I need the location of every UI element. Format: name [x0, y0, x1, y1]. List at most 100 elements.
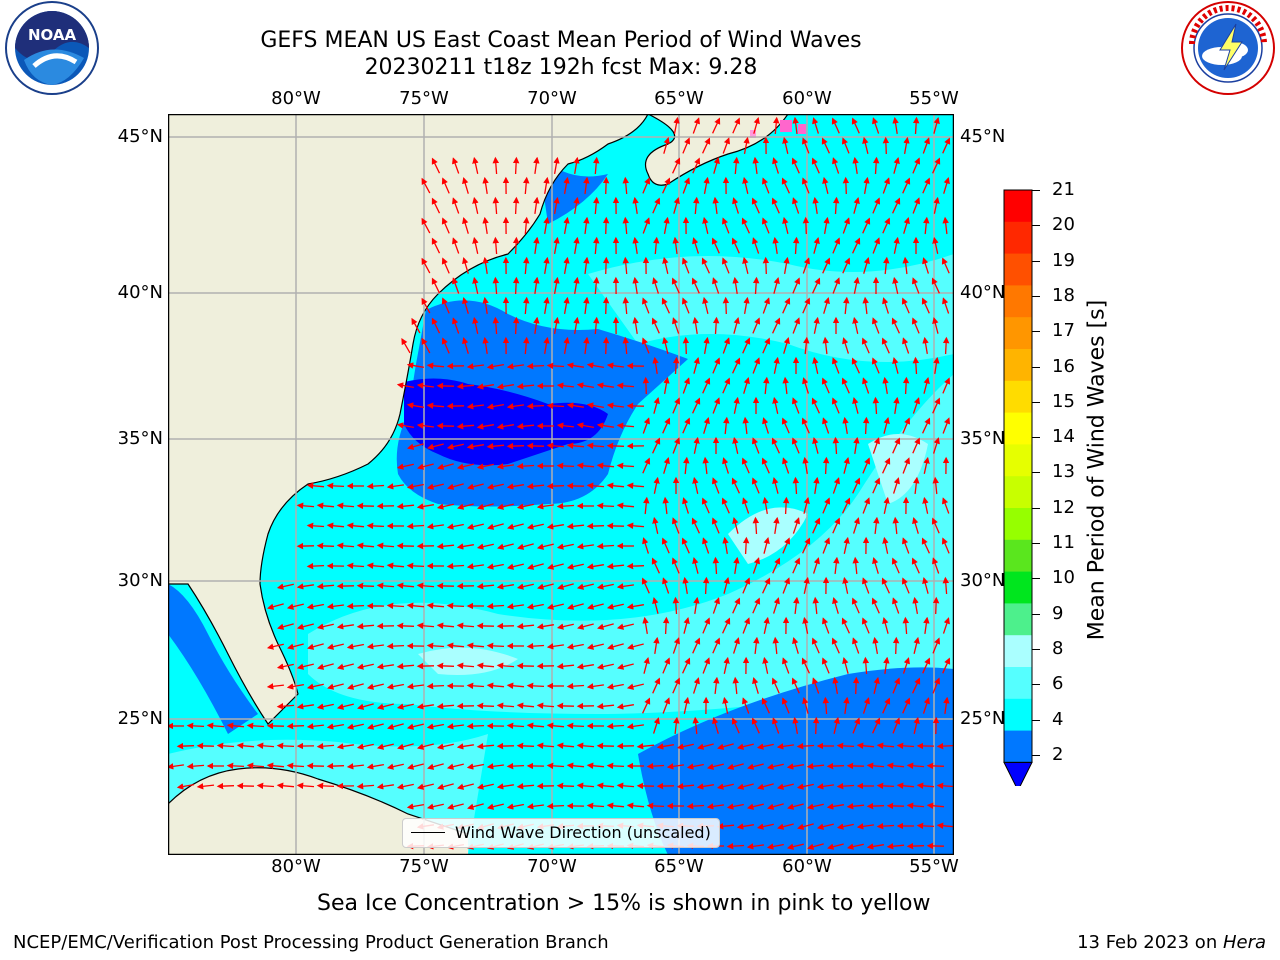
wave-direction-arrow [436, 703, 455, 710]
wave-direction-arrow [586, 802, 605, 810]
wave-direction-arrow [573, 156, 580, 175]
wave-direction-arrow [932, 317, 939, 334]
wave-direction-arrow [496, 463, 514, 470]
wave-direction-arrow [902, 697, 911, 714]
wave-direction-arrow [662, 577, 670, 594]
wave-direction-arrow [556, 422, 574, 429]
wave-direction-arrow [336, 502, 355, 510]
wave-direction-arrow [266, 643, 284, 650]
wave-direction-arrow [437, 783, 454, 790]
wave-direction-arrow [731, 237, 740, 254]
wave-direction-arrow [616, 502, 635, 509]
wave-direction-arrow [901, 577, 910, 594]
wave-direction-arrow [506, 803, 525, 810]
wave-direction-arrow [296, 663, 314, 670]
wave-direction-arrow [586, 762, 605, 769]
wave-direction-arrow [663, 376, 670, 395]
wave-direction-arrow [526, 362, 545, 370]
wave-direction-arrow [733, 556, 740, 574]
wave-direction-arrow [497, 543, 514, 550]
legend-label: Wind Wave Direction (unscaled) [455, 823, 711, 842]
wave-direction-arrow [526, 722, 545, 729]
wave-direction-arrow [396, 703, 414, 710]
wave-direction-arrow [752, 597, 761, 614]
wave-direction-arrow [496, 423, 515, 430]
wave-direction-arrow [306, 723, 324, 730]
wave-direction-arrow [586, 442, 605, 450]
wave-direction-arrow [906, 762, 925, 770]
wave-direction-arrow [496, 503, 514, 510]
wave-direction-arrow [306, 683, 324, 690]
wave-direction-arrow [772, 477, 779, 494]
wave-direction-arrow [852, 316, 859, 334]
wave-direction-arrow [566, 563, 584, 570]
wave-direction-arrow [507, 523, 524, 530]
wave-direction-arrow [482, 256, 489, 274]
wave-direction-arrow [702, 537, 710, 554]
wave-direction-arrow [893, 157, 900, 174]
wave-direction-arrow [852, 477, 861, 494]
wave-direction-arrow [822, 417, 830, 434]
wave-direction-arrow [682, 336, 690, 355]
wave-direction-arrow [802, 456, 809, 475]
wave-direction-arrow [752, 357, 761, 374]
colorbar-tick-mark [1032, 472, 1040, 474]
wave-direction-arrow [641, 297, 650, 314]
wave-direction-arrow [793, 596, 800, 614]
colorbar-tick-label: 4 [1052, 708, 1064, 730]
wave-direction-arrow [941, 497, 950, 514]
wave-direction-arrow [576, 462, 595, 469]
wave-direction-arrow [822, 336, 829, 355]
wave-direction-arrow [842, 257, 851, 274]
wave-direction-arrow [861, 337, 870, 354]
wave-direction-arrow [746, 843, 764, 850]
wave-direction-arrow [827, 843, 844, 850]
axis-tick-label: 30°N [117, 570, 163, 591]
wave-direction-arrow [466, 722, 485, 730]
wave-direction-arrow [306, 603, 325, 610]
wave-direction-arrow [526, 402, 545, 410]
wave-direction-arrow [536, 623, 555, 630]
wave-direction-arrow [746, 803, 764, 810]
colorbar-segment [1004, 603, 1032, 636]
wave-direction-arrow [653, 636, 660, 654]
wave-direction-arrow [933, 117, 940, 134]
wave-direction-arrow [742, 337, 751, 354]
colorbar-tick-label: 10 [1052, 567, 1075, 589]
wave-direction-arrow [841, 617, 850, 634]
wave-direction-arrow [616, 382, 635, 390]
wave-direction-arrow [616, 623, 634, 630]
wave-direction-arrow [792, 557, 801, 574]
wave-direction-arrow [176, 742, 195, 750]
wave-direction-arrow [807, 843, 824, 850]
wave-direction-arrow [616, 422, 635, 430]
wave-direction-arrow [643, 496, 650, 515]
wave-direction-arrow [811, 157, 820, 174]
wave-direction-arrow [417, 463, 434, 470]
wave-direction-arrow [606, 442, 625, 450]
wave-direction-arrow [652, 437, 661, 454]
wave-direction-arrow [792, 317, 801, 334]
wave-direction-arrow [596, 703, 615, 710]
wave-direction-arrow [762, 256, 770, 275]
wave-direction-arrow [563, 216, 570, 235]
wave-direction-arrow [593, 276, 600, 295]
wave-direction-arrow [536, 742, 555, 750]
wave-direction-arrow [632, 316, 639, 334]
wave-direction-arrow [723, 416, 730, 435]
wave-direction-arrow [606, 603, 624, 610]
colorbar-segment [1004, 285, 1032, 318]
wave-direction-arrow [526, 603, 544, 610]
wave-direction-arrow [882, 297, 890, 314]
wave-direction-arrow [672, 157, 681, 174]
wave-direction-arrow [556, 663, 575, 670]
wave-direction-arrow [712, 316, 720, 335]
wave-direction-arrow [832, 477, 840, 494]
wave-direction-arrow [606, 802, 625, 809]
wave-direction-arrow [651, 557, 660, 574]
wave-direction-arrow [506, 483, 525, 490]
wave-direction-arrow [921, 537, 930, 554]
axis-tick-label: 75°W [399, 88, 449, 109]
wave-direction-arrow [902, 177, 911, 194]
wave-direction-arrow [566, 643, 584, 650]
